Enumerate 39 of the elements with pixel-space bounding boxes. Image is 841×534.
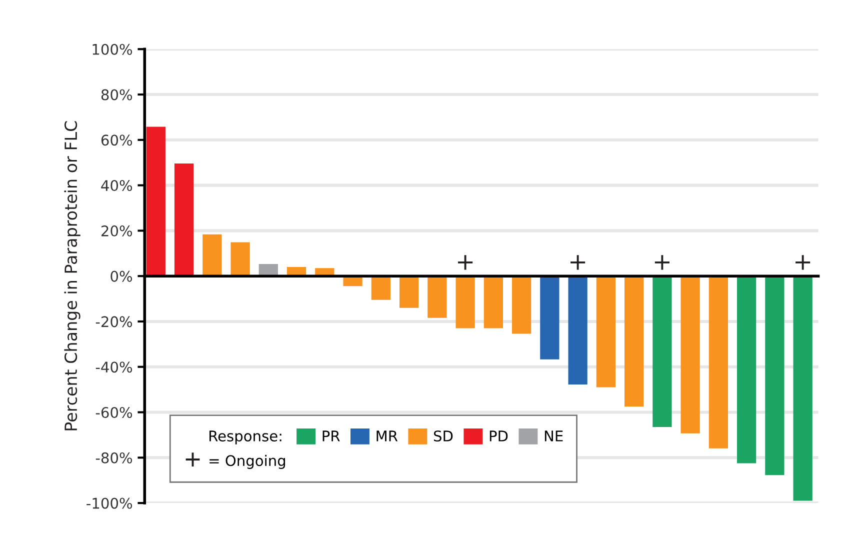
- y-axis-title: Percent Change in Paraprotein or FLC: [64, 121, 80, 430]
- bar: [765, 276, 784, 476]
- bar: [174, 164, 194, 276]
- bar: [793, 276, 812, 501]
- bar: [652, 276, 672, 427]
- y-tick-label: 0%: [110, 270, 132, 282]
- legend-label: SD: [434, 430, 453, 442]
- y-tick-label: 40%: [101, 180, 132, 192]
- y-tick-label: -80%: [96, 452, 132, 464]
- bar: [540, 276, 560, 360]
- bar: [146, 126, 166, 276]
- bar: [596, 276, 616, 388]
- bar: [202, 234, 222, 276]
- legend-label: MR: [376, 430, 398, 442]
- bar: [230, 242, 250, 276]
- y-tick-label: -40%: [96, 362, 132, 373]
- bar: [371, 276, 390, 300]
- legend-label: PR: [322, 430, 340, 442]
- bar: [456, 276, 475, 328]
- y-tick-label: 60%: [101, 134, 132, 146]
- bar: [484, 276, 503, 328]
- legend-label: NE: [544, 430, 563, 442]
- y-tick-label: 20%: [102, 225, 132, 236]
- bar: [568, 276, 588, 385]
- bar: [624, 276, 644, 407]
- legend-label: = Ongoing: [210, 454, 286, 469]
- bar: [512, 276, 532, 334]
- y-tick-label: -20%: [96, 316, 132, 328]
- legend-title: Response:: [209, 430, 282, 444]
- bar: [737, 276, 756, 464]
- y-tick-label: 100%: [92, 44, 132, 55]
- y-tick-label: -100%: [86, 498, 132, 509]
- y-tick-label: 80%: [101, 89, 132, 100]
- legend-label: PD: [490, 430, 508, 442]
- bar: [708, 276, 728, 448]
- bar: [428, 276, 447, 318]
- y-tick-label: -60%: [96, 406, 132, 418]
- bar: [399, 276, 419, 308]
- bar: [680, 276, 700, 434]
